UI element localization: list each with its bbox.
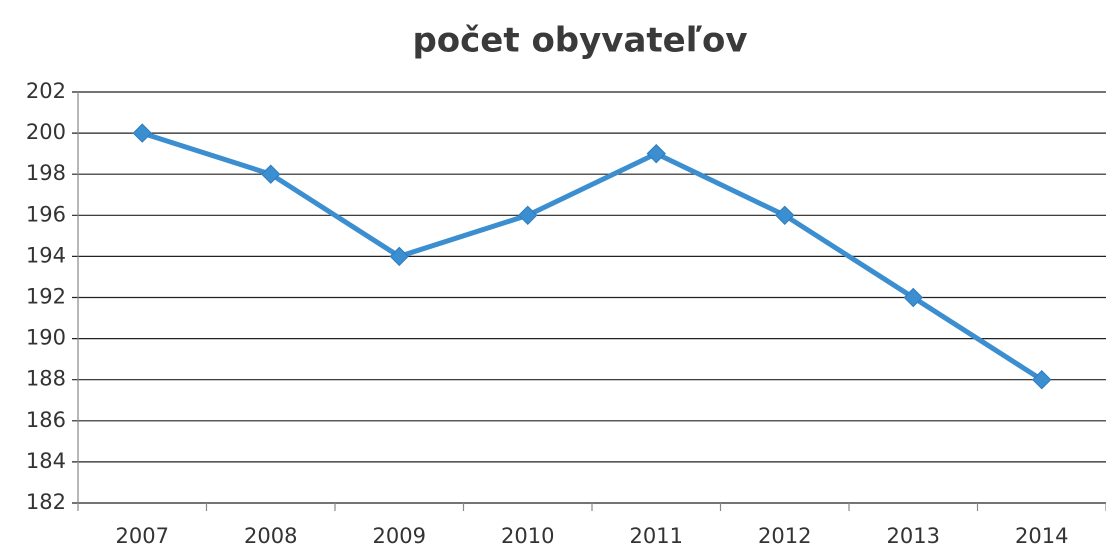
x-tick-label: 2014: [1015, 524, 1068, 548]
x-tick-label: 2010: [501, 524, 554, 548]
x-tick-label: 2013: [887, 524, 940, 548]
y-tick-label: 198: [26, 161, 66, 185]
marker: [646, 143, 666, 164]
chart-title: počet obyvateľov: [412, 21, 747, 61]
y-tick-label: 188: [26, 367, 66, 391]
y-tick-label: 202: [26, 79, 66, 103]
y-tick-label: 192: [26, 285, 66, 309]
y-tick-label: 190: [26, 326, 66, 350]
x-tick-label: 2009: [373, 524, 426, 548]
x-tick-label: 2012: [758, 524, 811, 548]
marker: [1032, 369, 1052, 390]
y-tick-label: 200: [26, 120, 66, 144]
marker: [775, 205, 795, 226]
marker: [261, 164, 281, 184]
line: [141, 130, 1044, 382]
y-tick-label: 182: [26, 490, 66, 514]
y-tick-label: 194: [26, 243, 66, 267]
marker: [903, 287, 923, 308]
y-tick-label: 196: [26, 202, 66, 226]
y-tick-label: 184: [26, 449, 66, 473]
x-tick-label: 2011: [630, 524, 683, 548]
y-tick-label: 186: [26, 408, 66, 432]
x-tick-label: 2008: [244, 524, 297, 548]
marker: [132, 123, 152, 143]
marker: [518, 205, 538, 226]
marker: [389, 246, 409, 267]
x-tick-label: 2007: [116, 524, 169, 548]
